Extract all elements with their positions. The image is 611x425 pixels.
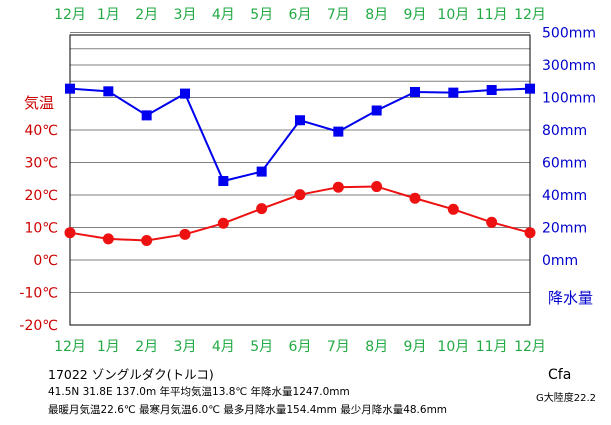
precipitation-tick-label: 20mm [542,221,587,237]
stats-line-2: 最暖月気温22.6℃ 最寒月気温6.0℃ 最多月降水量154.4mm 最少月降水… [48,404,448,416]
precipitation-point [448,87,459,98]
month-label-bottom: 4月 [212,339,235,355]
month-label-top: 4月 [212,7,235,23]
month-label-bottom: 6月 [289,339,312,355]
month-label-bottom: 11月 [476,339,508,355]
temperature-point [371,181,383,193]
month-label-top: 6月 [289,7,312,23]
temperature-tick-label: 40℃ [24,123,58,139]
month-label-top: 5月 [250,7,273,23]
precipitation-tick-label: 100mm [542,91,596,107]
month-label-bottom: 9月 [404,339,427,355]
region-label: G大陸度22.2 [536,393,597,404]
month-label-top: 10月 [437,7,469,23]
temperature-point [447,203,459,215]
month-label-bottom: 8月 [365,339,388,355]
temperature-point [294,189,306,201]
temperature-point [141,235,153,246]
temperature-axis: 気温 40℃ 30℃ 20℃ 10℃ 0℃ -10℃ -20℃ [19,94,58,334]
plot-frame [69,34,531,326]
precipitation-point [486,85,497,96]
temperature-tick-label: 30℃ [24,156,58,172]
temperature-point [256,203,268,215]
month-label-bottom: 1月 [97,339,120,355]
precipitation-line [69,87,531,183]
stats-line-1: 41.5N 31.8E 137.0m 年平均気温13.8℃ 年降水量1247.0… [48,386,350,398]
precipitation-axis: 500mm 300mm 100mm 80mm 60mm 40mm 20mm 0mm 降水量 [542,26,596,308]
month-label-top: 11月 [476,7,508,23]
precipitation-point [180,88,190,99]
precipitation-tick-label: 0mm [542,253,578,269]
precipitation-tick-label: 80mm [542,123,587,139]
precipitation-point [295,115,305,126]
month-label-bottom: 10月 [437,339,469,355]
month-label-bottom: 5月 [250,339,273,355]
month-label-bottom: 12月 [514,339,546,355]
precipitation-tick-label: 500mm [542,26,596,42]
precipitation-tick-label: 60mm [542,156,587,172]
temperature-tick-label: 20℃ [24,188,58,204]
temperature-point [64,227,76,239]
top-month-labels: 12月 1月 2月 3月 4月 5月 6月 7月 8月 9月 10月 11月 12月 [54,7,546,23]
temperature-tick-label: -20℃ [19,318,58,334]
precipitation-point [65,83,75,94]
temperature-tick-label: 0℃ [33,253,58,269]
month-label-top: 12月 [54,7,86,23]
temperature-tick-label: 10℃ [24,221,58,237]
temperature-point [524,227,536,239]
month-label-bottom: 12月 [54,339,86,355]
bottom-month-labels: 12月 1月 2月 3月 4月 5月 6月 7月 8月 9月 10月 11月 12月 [54,339,546,355]
temperature-series [64,181,536,246]
temperature-point [332,181,344,193]
temperature-point [409,192,421,204]
month-label-top: 12月 [514,7,546,23]
month-label-bottom: 2月 [135,339,158,355]
precipitation-point [525,83,535,94]
precipitation-series [65,83,535,187]
precipitation-tick-label: 300mm [542,58,596,74]
month-label-top: 2月 [135,7,158,23]
month-label-bottom: 7月 [327,339,350,355]
precipitation-point [141,110,152,121]
precipitation-point [410,86,420,97]
month-label-top: 9月 [404,7,427,23]
precipitation-point [218,176,229,187]
month-label-top: 7月 [327,7,350,23]
precipitation-point [103,86,114,97]
precipitation-tick-label: 40mm [542,188,587,204]
station-title: 17022 ゾングルダク(トルコ) [48,367,214,382]
climate-class: Cfa [548,367,572,383]
precipitation-point [256,166,267,177]
temperature-point [486,216,498,228]
month-label-top: 8月 [365,7,388,23]
temperature-point [217,217,229,229]
precipitation-point [333,126,344,137]
precipitation-point [371,105,382,116]
temperature-tick-label: -10℃ [19,286,58,302]
temperature-axis-title: 気温 [24,94,54,112]
temperature-point [102,233,114,245]
month-label-top: 1月 [97,7,120,23]
grid-lines [69,32,531,326]
precipitation-axis-title: 降水量 [548,289,593,307]
month-label-top: 3月 [174,7,197,23]
temperature-point [179,228,191,240]
month-label-bottom: 3月 [174,339,197,355]
